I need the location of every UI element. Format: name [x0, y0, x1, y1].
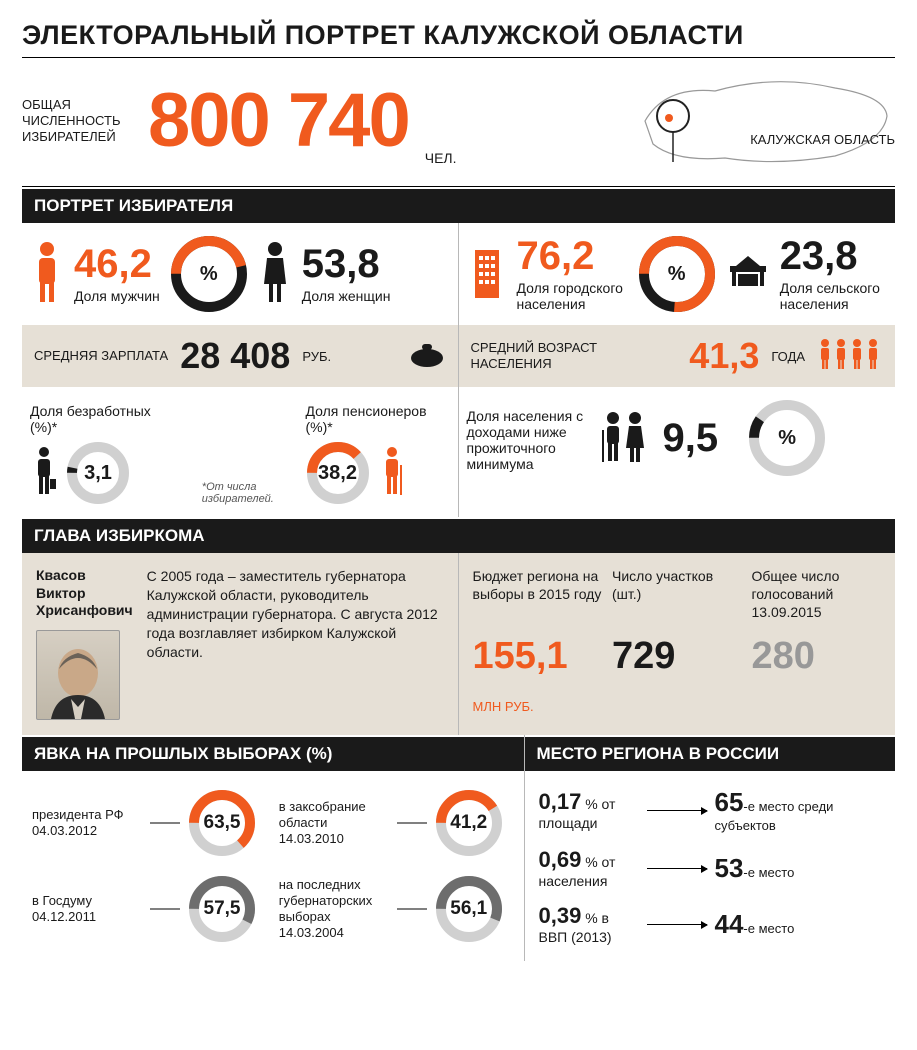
metric-1-label: Число участков (шт.)	[612, 567, 742, 625]
urban-value: 76,2	[517, 236, 628, 276]
couple-icon	[597, 408, 653, 469]
rank-rows: 0,17 % от площади 65-е место среди субъе…	[525, 771, 896, 945]
section-commission-head: ГЛАВА ИЗБИРКОМА	[22, 519, 895, 553]
section-rank: МЕСТО РЕГИОНА В РОССИИ	[525, 737, 896, 771]
commission-head-block: Квасов Виктор Хрисанфович С 2005 года – …	[22, 553, 895, 735]
worker-icon	[30, 445, 58, 502]
turnout-label: в Госдуму 04.12.2011	[32, 893, 142, 926]
salary-label: СРЕДНЯЯ ЗАРПЛАТА	[34, 348, 168, 364]
head-bio: С 2005 года – заместитель губернатора Ка…	[147, 567, 444, 721]
gender-block: 46,2 Доля мужчин % 53,8 Доля женщин	[22, 223, 459, 325]
poverty-label: Доля населения с доходами ниже прожиточн…	[467, 408, 587, 472]
metric-0-unit: МЛН РУБ.	[473, 699, 534, 714]
voters-total-value: 800 740	[148, 87, 409, 155]
bottom-grid: ЯВКА НА ПРОШЛЫХ ВЫБОРАХ (%) президента Р…	[22, 735, 895, 961]
voters-total-label: ОБЩАЯ ЧИСЛЕННОСТЬ ИЗБИРАТЕЛЕЙ	[22, 97, 132, 146]
metric-0-label: Бюджет региона на выборы в 2015 году	[473, 567, 603, 625]
arrow-icon	[647, 810, 707, 811]
section-voter-portrait: ПОРТРЕТ ИЗБИРАТЕЛЯ	[22, 189, 895, 223]
elder-icon	[378, 445, 406, 502]
residence-block: 76,2 Доля городского населения % 23,8 До…	[459, 223, 896, 325]
metric-2-value: 280	[752, 635, 882, 678]
poverty-donut: %	[748, 399, 826, 477]
page-title: ЭЛЕКТОРАЛЬНЫЙ ПОРТРЕТ КАЛУЖСКОЙ ОБЛАСТИ	[22, 20, 895, 58]
rank-place: 65-е место среди субъектов	[715, 787, 888, 833]
salary-unit: РУБ.	[302, 349, 331, 364]
age-unit: ГОДА	[771, 349, 805, 364]
female-label: Доля женщин	[302, 288, 391, 304]
woman-icon	[258, 240, 292, 309]
rank-row: 0,39 % в ВВП (2013) 44-е место	[539, 903, 888, 945]
male-value: 46,2	[74, 244, 160, 284]
gender-donut: %	[170, 235, 248, 313]
turnout-item: в Госдуму 04.12.2011 57,5	[32, 875, 267, 943]
turnout-item: в заксобрание области 14.03.2010 41,2	[279, 789, 514, 857]
pensioners-donut: 38,2	[306, 441, 370, 505]
rural-icon	[726, 252, 770, 297]
age-label: СРЕДНИЙ ВОЗРАСТ НАСЕЛЕНИЯ	[471, 340, 678, 371]
voter-footnote: *От числа избирателей.	[202, 481, 278, 505]
head-portrait	[36, 630, 120, 720]
gender-residence-row: 46,2 Доля мужчин % 53,8 Доля женщин 76,2…	[22, 223, 895, 325]
turnout-grid: президента РФ 04.03.2012 63,5 в заксобра…	[22, 771, 524, 961]
rural-value: 23,8	[780, 236, 887, 276]
turnout-item: президента РФ 04.03.2012 63,5	[32, 789, 267, 857]
rank-pct: 0,39 % в ВВП (2013)	[539, 903, 639, 945]
section-turnout: ЯВКА НА ПРОШЛЫХ ВЫБОРАХ (%)	[22, 737, 524, 771]
salary-value: 28 408	[180, 335, 290, 377]
unemployed-donut: 3,1	[66, 441, 130, 505]
turnout-donut: 57,5	[188, 875, 256, 943]
header-row: ОБЩАЯ ЧИСЛЕННОСТЬ ИЗБИРАТЕЛЕЙ 800 740 ЧЕ…	[22, 58, 895, 187]
rank-row: 0,17 % от площади 65-е место среди субъе…	[539, 787, 888, 833]
turnout-donut: 63,5	[188, 789, 256, 857]
metric-1-value: 729	[612, 635, 742, 678]
female-value: 53,8	[302, 244, 391, 284]
head-name: Квасов Виктор Хрисанфович	[36, 567, 133, 620]
male-label: Доля мужчин	[74, 288, 160, 304]
wallet-icon	[408, 340, 446, 373]
urban-label: Доля городского населения	[517, 280, 628, 312]
salary-age-strip: СРЕДНЯЯ ЗАРПЛАТА 28 408 РУБ. СРЕДНИЙ ВОЗ…	[22, 325, 895, 387]
rank-place: 44-е место	[715, 909, 888, 940]
russia-map: КАЛУЖСКАЯ ОБЛАСТЬ	[635, 66, 895, 176]
poverty-value: 9,5	[663, 418, 719, 458]
unemployed-label: Доля безработных (%)*	[30, 403, 174, 435]
man-icon	[30, 240, 64, 309]
rural-label: Доля сельского населения	[780, 280, 887, 312]
map-region-label: КАЛУЖСКАЯ ОБЛАСТЬ	[750, 132, 895, 147]
turnout-label: президента РФ 04.03.2012	[32, 807, 142, 840]
residence-donut: %	[638, 235, 716, 313]
rank-place: 53-е место	[715, 853, 888, 884]
unemp-pensioner-poverty-row: Доля безработных (%)* 3,1 *От числа изби…	[22, 387, 895, 517]
rank-pct: 0,69 % от населения	[539, 847, 639, 889]
metric-2-label: Общее число голосований 13.09.2015	[752, 567, 882, 625]
turnout-item: на последних губернаторских выборах 14.0…	[279, 875, 514, 943]
turnout-donut: 41,2	[435, 789, 503, 857]
turnout-donut: 56,1	[435, 875, 503, 943]
commission-metrics: Бюджет региона на выборы в 2015 году 155…	[459, 553, 896, 735]
age-value: 41,3	[689, 335, 759, 377]
arrow-icon	[647, 868, 707, 869]
metric-0-value: 155,1	[473, 635, 568, 677]
arrow-icon	[647, 924, 707, 925]
rank-row: 0,69 % от населения 53-е место	[539, 847, 888, 889]
turnout-label: на последних губернаторских выборах 14.0…	[279, 877, 389, 942]
pensioners-label: Доля пенсионеров (%)*	[306, 403, 450, 435]
voters-total-unit: ЧЕЛ.	[425, 150, 457, 166]
rank-pct: 0,17 % от площади	[539, 789, 639, 831]
people-icon	[817, 337, 883, 376]
city-icon	[467, 244, 507, 305]
turnout-label: в заксобрание области 14.03.2010	[279, 799, 389, 848]
